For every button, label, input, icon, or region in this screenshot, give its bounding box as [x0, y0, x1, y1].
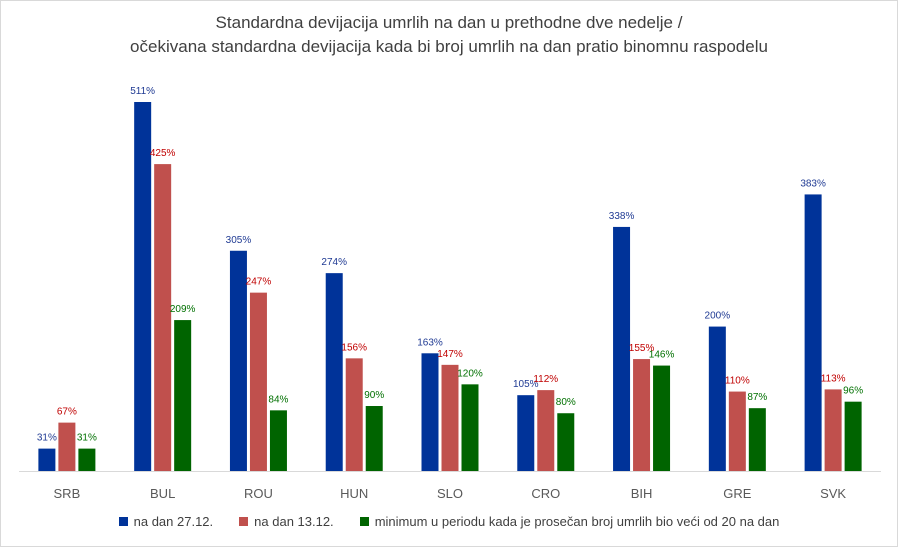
bar-bih-series-3: [653, 365, 671, 471]
bar-cro-series-2: [537, 390, 555, 471]
data-label-srb-series-3: 31%: [77, 433, 97, 444]
chart-title-line1: Standardna devijacija umrlih na dan u pr…: [215, 13, 683, 32]
bar-cro-series-1: [517, 395, 535, 471]
bar-srb-series-3: [78, 448, 96, 471]
legend-swatch-series-1: [118, 517, 128, 526]
legend-item-series-3: minimum u periodu kada je prosečan broj …: [359, 514, 780, 529]
x-tick-label-rou: ROU: [244, 486, 273, 501]
bar-srb-series-2: [58, 422, 76, 471]
data-label-hun-series-2: 156%: [341, 342, 367, 353]
data-label-rou-series-2: 247%: [246, 277, 272, 288]
data-label-hun-series-3: 90%: [364, 390, 384, 401]
legend-swatch-series-3: [359, 517, 369, 526]
bar-slo-series-3: [461, 384, 479, 471]
bar-hun-series-2: [345, 358, 363, 471]
bar-gre-series-3: [748, 408, 766, 471]
data-label-rou-series-3: 84%: [268, 394, 288, 405]
data-label-slo-series-3: 120%: [457, 368, 483, 379]
data-label-bul-series-2: 425%: [150, 148, 176, 159]
bar-hun-series-1: [325, 273, 343, 471]
data-label-slo-series-1: 163%: [417, 337, 443, 348]
bar-rou-series-3: [269, 410, 287, 471]
bar-srb-series-1: [38, 448, 56, 471]
data-label-gre-series-3: 87%: [747, 392, 767, 403]
legend: na dan 27.12. na dan 13.12. minimum u pe…: [1, 514, 897, 529]
data-label-bih-series-2: 155%: [629, 343, 655, 354]
bar-bul-series-1: [134, 102, 152, 471]
data-label-cro-series-3: 80%: [556, 397, 576, 408]
x-tick-label-hun: HUN: [340, 486, 368, 501]
data-label-cro-series-1: 105%: [513, 379, 539, 390]
data-label-rou-series-1: 305%: [226, 235, 252, 246]
bar-bul-series-2: [154, 164, 172, 472]
x-tick-label-srb: SRB: [54, 486, 81, 501]
data-label-bih-series-3: 146%: [649, 350, 675, 361]
data-label-cro-series-2: 112%: [533, 374, 558, 385]
legend-label-series-1: na dan 27.12.: [133, 514, 214, 529]
data-label-gre-series-2: 110%: [725, 376, 750, 387]
x-tick-label-svk: SVK: [820, 486, 846, 501]
data-label-bul-series-1: 511%: [130, 86, 155, 97]
x-tick-label-bul: BUL: [150, 486, 175, 501]
data-label-slo-series-2: 147%: [437, 349, 463, 360]
bar-gre-series-2: [728, 391, 746, 471]
bar-hun-series-3: [365, 406, 383, 471]
bar-svk-series-1: [804, 194, 822, 471]
x-tick-label-slo: SLO: [437, 486, 463, 501]
x-tick-label-bih: BIH: [631, 486, 653, 501]
legend-label-series-3: minimum u periodu kada je prosečan broj …: [374, 514, 780, 529]
bar-slo-series-2: [441, 364, 459, 471]
bar-bih-series-1: [613, 226, 631, 471]
data-label-bih-series-1: 338%: [609, 211, 635, 222]
chart-title: Standardna devijacija umrlih na dan u pr…: [1, 11, 897, 59]
data-label-svk-series-1: 383%: [800, 178, 826, 189]
data-label-svk-series-3: 96%: [843, 386, 863, 397]
legend-item-series-1: na dan 27.12.: [118, 514, 214, 529]
data-label-srb-series-2: 67%: [57, 407, 77, 418]
x-tick-label-gre: GRE: [723, 486, 752, 501]
legend-swatch-series-2: [239, 517, 249, 526]
bar-svk-series-2: [824, 389, 842, 471]
x-tick-label-cro: CRO: [531, 486, 560, 501]
data-label-gre-series-1: 200%: [705, 311, 731, 322]
bar-bul-series-3: [174, 320, 192, 471]
bar-cro-series-3: [557, 413, 575, 471]
bar-rou-series-1: [229, 250, 247, 471]
data-label-hun-series-1: 274%: [321, 257, 347, 268]
bar-slo-series-1: [421, 353, 439, 471]
bar-gre-series-1: [708, 326, 726, 471]
legend-item-series-2: na dan 13.12.: [239, 514, 334, 529]
bar-rou-series-2: [249, 292, 267, 471]
bar-svk-series-3: [844, 401, 862, 471]
legend-label-series-2: na dan 13.12.: [254, 514, 334, 529]
bar-bih-series-2: [633, 359, 651, 471]
chart-title-line2: očekivana standardna devijacija kada bi …: [130, 37, 768, 56]
data-label-srb-series-1: 31%: [37, 433, 57, 444]
data-label-svk-series-2: 113%: [821, 373, 846, 384]
data-label-bul-series-3: 209%: [170, 304, 196, 315]
